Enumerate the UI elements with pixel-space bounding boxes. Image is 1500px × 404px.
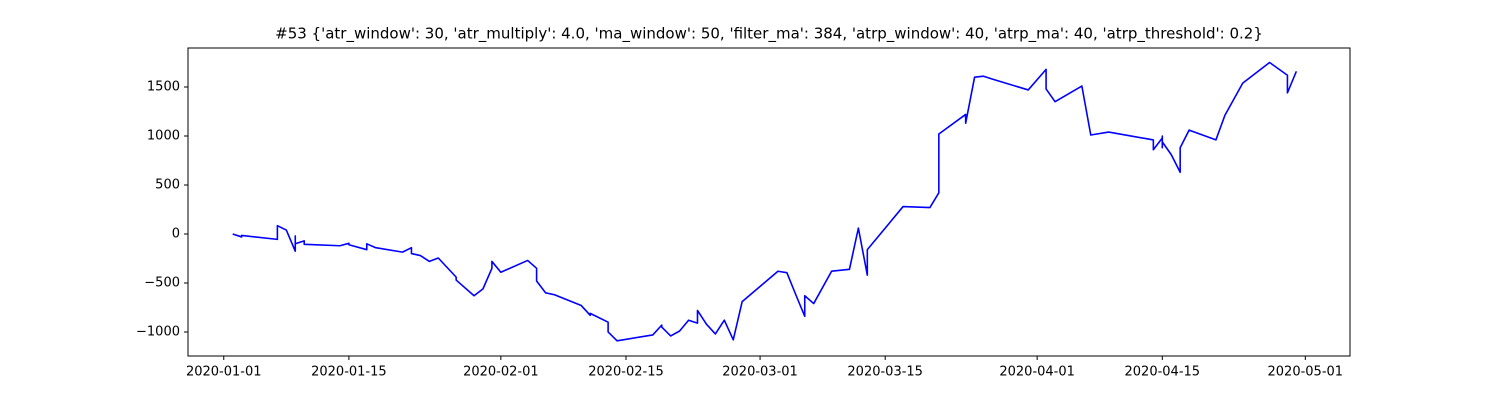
x-tick-label: 2020-04-15 xyxy=(1125,365,1201,380)
plot-frame xyxy=(187,47,1351,357)
x-tick-label: 2020-03-15 xyxy=(847,365,923,380)
y-tick-label: −500 xyxy=(144,275,180,290)
chart-title: #53 {'atr_window': 30, 'atr_multiply': 4… xyxy=(275,25,1263,44)
x-tick-label: 2020-02-01 xyxy=(463,365,539,380)
y-tick-label: −1000 xyxy=(136,324,180,339)
x-tick-label: 2020-02-15 xyxy=(588,365,664,380)
line-series xyxy=(232,61,1298,342)
y-tick-label: 1500 xyxy=(147,80,180,95)
x-tick-label: 2020-05-01 xyxy=(1268,365,1344,380)
x-tick-label: 2020-01-01 xyxy=(186,365,262,380)
y-tick-label: 0 xyxy=(172,226,180,241)
y-tick-label: 1000 xyxy=(147,129,180,144)
y-tick-label: 500 xyxy=(155,177,180,192)
x-tick-label: 2020-03-01 xyxy=(722,365,798,380)
x-tick-label: 2020-01-15 xyxy=(311,365,387,380)
x-tick-label: 2020-04-01 xyxy=(999,365,1075,380)
